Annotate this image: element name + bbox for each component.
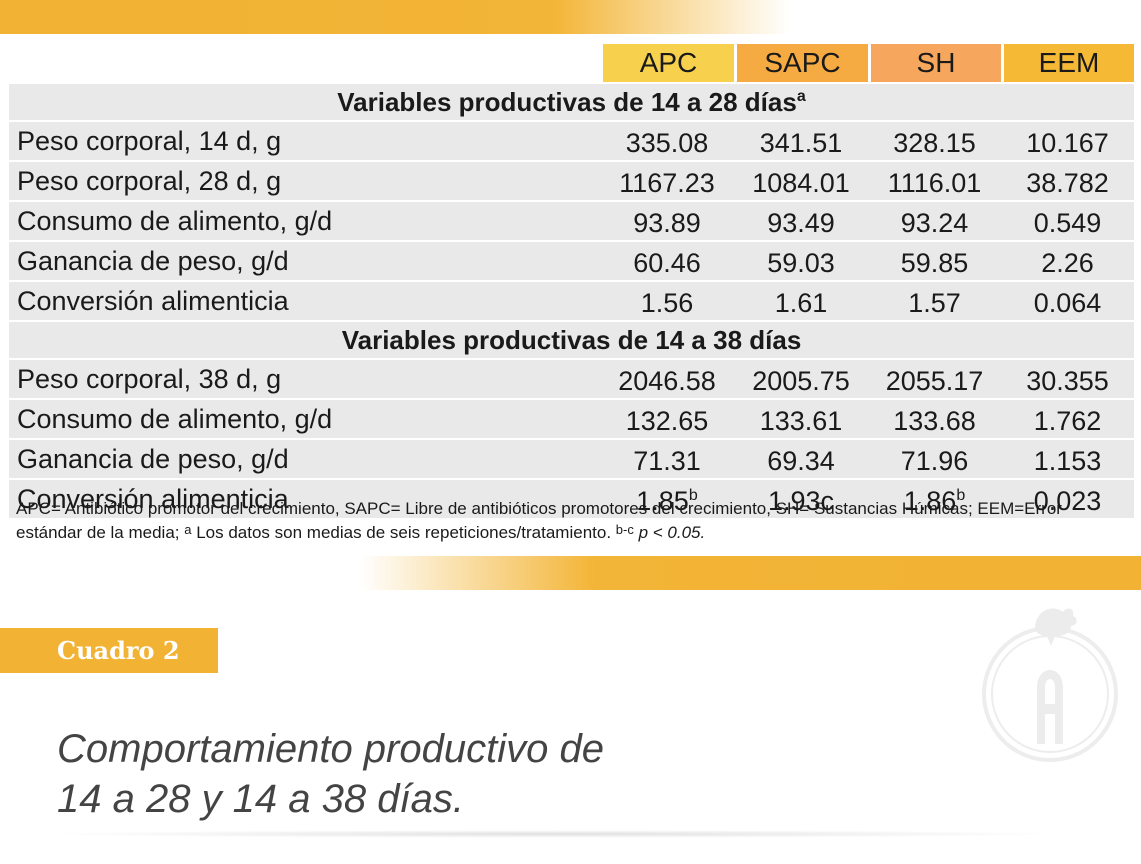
cell-sapc: 59.03 (734, 240, 868, 280)
cell-sapc: 69.34 (734, 438, 868, 478)
cell-apc: 1167.23 (600, 160, 734, 200)
cell-apc: 335.08 (600, 120, 734, 160)
table-footnote: APC= Antibiótico promotor del crecimient… (16, 498, 1126, 543)
cell-apc: 93.89 (600, 200, 734, 240)
header-blank (9, 44, 600, 82)
cell-sapc: 1.93c (734, 478, 868, 518)
cell-apc: 1.85b (600, 478, 734, 518)
footnote-text-1: APC= Antibiótico promotor del crecimient… (16, 499, 1062, 542)
section-header-14-28: Variables productivas de 14 a 28 díasa (9, 82, 1134, 120)
cell-sapc: 2005.75 (734, 358, 868, 398)
footnote-sup-bc: b-c (615, 522, 634, 537)
cell-sh: 133.68 (868, 398, 1001, 438)
cell-sh: 93.24 (868, 200, 1001, 240)
table-row: Conversión alimenticia 1.85b 1.93c 1.86b… (9, 478, 1134, 518)
cell-apc: 60.46 (600, 240, 734, 280)
row-label: Peso corporal, 28 d, g (9, 160, 600, 200)
header-sapc: SAPC (734, 44, 868, 82)
cell-eem: 10.167 (1001, 120, 1134, 160)
cuadro-label: Cuadro 2 (0, 628, 218, 673)
cell-eem: 1.762 (1001, 398, 1134, 438)
cell-sh: 1.86b (868, 478, 1001, 518)
cell-apc: 71.31 (600, 438, 734, 478)
table-row: Consumo de alimento, g/d 132.65 133.61 1… (9, 398, 1134, 438)
caption-line-1: Comportamiento productivo de (57, 727, 604, 771)
cell-sapc: 133.61 (734, 398, 868, 438)
cell-sapc: 1084.01 (734, 160, 868, 200)
table-row: Conversión alimenticia 1.56 1.61 1.57 0.… (9, 280, 1134, 320)
row-label: Conversión alimenticia (9, 478, 600, 518)
table-row: Peso corporal, 38 d, g 2046.58 2005.75 2… (9, 358, 1134, 398)
table-row: Ganancia de peso, g/d 60.46 59.03 59.85 … (9, 240, 1134, 280)
header-row: APC SAPC SH EEM (9, 44, 1134, 82)
middle-accent-bar (360, 556, 1141, 590)
table-caption: Comportamiento productivo de 14 a 28 y 1… (57, 724, 604, 824)
cell-value: 1.85 (636, 485, 689, 516)
row-label: Consumo de alimento, g/d (9, 200, 600, 240)
table-row: Consumo de alimento, g/d 93.89 93.49 93.… (9, 200, 1134, 240)
cell-eem: 1.153 (1001, 438, 1134, 478)
cell-sapc: 341.51 (734, 120, 868, 160)
section-title-sup: a (796, 87, 806, 105)
footnote-text-2: Los datos son medias de seis repeticione… (196, 523, 612, 542)
top-accent-bar (0, 0, 790, 34)
header-sh: SH (868, 44, 1001, 82)
cell-eem: 0.064 (1001, 280, 1134, 320)
bottom-shadow (40, 830, 1070, 838)
caption-line-2: 14 a 28 y 14 a 38 días. (57, 777, 464, 821)
cell-sup: b (956, 486, 966, 504)
section-title: Variables productivas de 14 a 28 días (337, 86, 797, 117)
section-title: Variables productivas de 14 a 38 días (341, 324, 802, 355)
cell-sapc: 93.49 (734, 200, 868, 240)
cell-sup: b (688, 486, 698, 504)
cell-eem: 2.26 (1001, 240, 1134, 280)
header-apc: APC (600, 44, 734, 82)
cell-sh: 1116.01 (868, 160, 1001, 200)
row-label: Conversión alimenticia (9, 280, 600, 320)
row-label: Ganancia de peso, g/d (9, 240, 600, 280)
cell-sh: 2055.17 (868, 358, 1001, 398)
cell-sh: 59.85 (868, 240, 1001, 280)
cell-apc: 1.56 (600, 280, 734, 320)
row-label: Consumo de alimento, g/d (9, 398, 600, 438)
rooster-apple-logo-icon (982, 608, 1118, 762)
cell-eem: 30.355 (1001, 358, 1134, 398)
footnote-p-value: p < 0.05. (638, 523, 706, 542)
cell-sh: 1.57 (868, 280, 1001, 320)
cell-eem: 38.782 (1001, 160, 1134, 200)
cell-sapc: 1.61 (734, 280, 868, 320)
table-row: Peso corporal, 14 d, g 335.08 341.51 328… (9, 120, 1134, 160)
table-row: Peso corporal, 28 d, g 1167.23 1084.01 1… (9, 160, 1134, 200)
row-label: Peso corporal, 38 d, g (9, 358, 600, 398)
cell-value: 1.86 (903, 485, 957, 516)
footnote-sup-a: a (184, 522, 192, 537)
results-table: APC SAPC SH EEM Variables productivas de… (9, 44, 1134, 518)
cell-sh: 328.15 (868, 120, 1001, 160)
cell-sh: 71.96 (868, 438, 1001, 478)
row-label: Ganancia de peso, g/d (9, 438, 600, 478)
cell-eem: 0.549 (1001, 200, 1134, 240)
section-header-14-38: Variables productivas de 14 a 38 días (9, 320, 1134, 358)
cell-apc: 2046.58 (600, 358, 734, 398)
row-label: Peso corporal, 14 d, g (9, 120, 600, 160)
header-eem: EEM (1001, 44, 1134, 82)
table-row: Ganancia de peso, g/d 71.31 69.34 71.96 … (9, 438, 1134, 478)
cell-apc: 132.65 (600, 398, 734, 438)
cell-eem: 0.023 (1001, 478, 1134, 518)
